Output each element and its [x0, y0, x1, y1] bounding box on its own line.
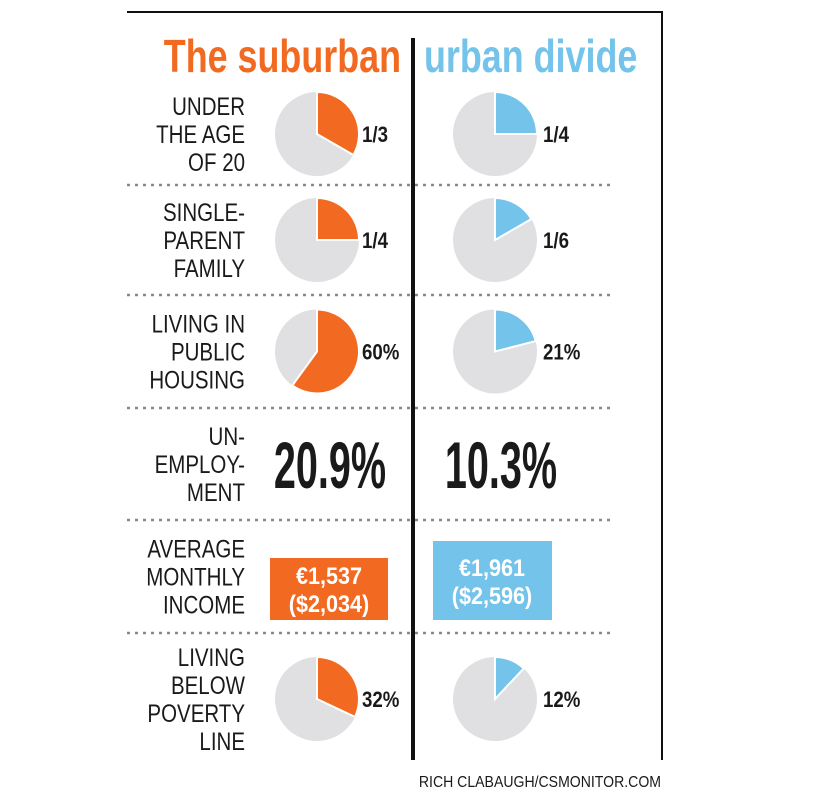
row-label: OF 20	[188, 148, 245, 176]
row-label: LIVING	[178, 643, 245, 671]
row-label: UN-	[209, 422, 245, 450]
row-label: PUBLIC	[171, 338, 245, 366]
row-label: MENT	[187, 478, 245, 506]
value-label-suburban: 60%	[362, 341, 399, 365]
pie-slice	[316, 196, 361, 241]
row-label: BELOW	[171, 671, 245, 699]
title-left: The suburban	[164, 31, 401, 82]
value-label-suburban: 32%	[362, 689, 399, 713]
value-big-urban: 10.3%	[445, 429, 557, 503]
pie-urban	[453, 196, 537, 282]
pie-slice	[290, 308, 360, 395]
value-label-suburban: 1/3	[362, 124, 388, 148]
row-label: MONTHLY	[146, 563, 245, 591]
row-label: FAMILY	[174, 254, 245, 282]
row-label: UNDER	[172, 92, 245, 120]
row-label: THE AGE	[156, 120, 245, 148]
row-label: HOUSING	[149, 366, 245, 394]
income-urban-eur: €1,961	[459, 554, 525, 581]
row-label: AVERAGE	[147, 535, 245, 563]
pie-slice	[494, 308, 537, 353]
pie-suburban	[275, 90, 360, 176]
income-suburban-eur: €1,537	[296, 562, 362, 589]
pie-urban	[453, 90, 539, 176]
income-box-suburban	[270, 558, 388, 620]
pie-urban	[453, 655, 537, 741]
row-label: EMPLOY-	[155, 450, 245, 478]
value-label-urban: 21%	[543, 341, 580, 365]
row-label: LINE	[199, 727, 245, 755]
row-label: POVERTY	[147, 699, 245, 727]
value-label-urban: 1/4	[543, 124, 570, 148]
pie-slice	[494, 655, 526, 702]
value-label-urban: 12%	[543, 689, 580, 713]
income-urban-usd: ($2,596)	[452, 582, 532, 609]
row-label: INCOME	[163, 591, 245, 619]
row-label: LIVING IN	[152, 310, 245, 338]
title-right: urban divide	[424, 31, 637, 82]
pie-suburban	[275, 655, 360, 741]
pie-slice	[494, 196, 533, 242]
pie-suburban	[275, 196, 361, 282]
value-label-urban: 1/6	[543, 230, 569, 254]
pie-slice	[494, 90, 539, 135]
row-label: SINGLE-	[163, 198, 245, 226]
credit: RICH CLABAUGH/CSMONITOR.COM	[419, 773, 661, 791]
row-label: PARENT	[163, 226, 245, 254]
income-suburban-usd: ($2,034)	[289, 590, 369, 617]
pie-slice	[316, 655, 360, 719]
value-label-suburban: 1/4	[362, 230, 389, 254]
income-box-urban	[433, 541, 552, 620]
pie-suburban	[275, 308, 360, 395]
pie-slice	[316, 90, 360, 157]
pie-urban	[453, 308, 537, 394]
value-big-suburban: 20.9%	[274, 429, 386, 503]
